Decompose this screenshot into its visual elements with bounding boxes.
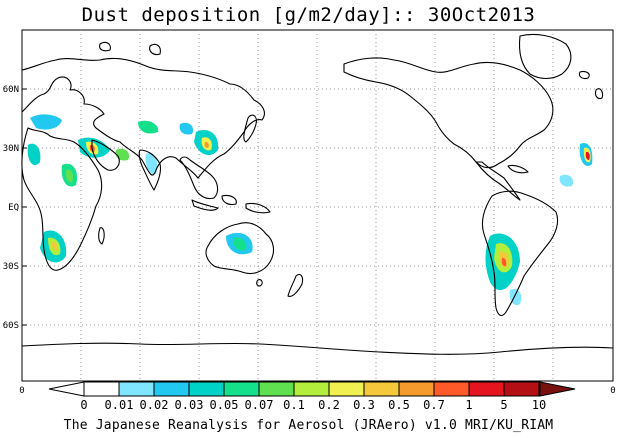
coast-greenland (518, 33, 572, 80)
dust-patch-india (145, 153, 158, 175)
colorbar-label: 0.1 (283, 398, 305, 412)
gridlines (22, 30, 613, 381)
coast-africa (21, 127, 103, 271)
coast-madagascar (98, 227, 105, 245)
dust-shading (27, 114, 593, 306)
coast-indonesia-1 (191, 199, 219, 211)
dust-patch-australia-core (233, 237, 247, 251)
coast-new-guinea (245, 202, 271, 214)
coast-north-america (343, 57, 554, 169)
dust-patch-west-africa (27, 143, 41, 166)
colorbar-bin-0.07-0.1 (258, 381, 295, 397)
coast-japan (243, 114, 257, 143)
colorbar-arrow-low (48, 381, 85, 397)
coast-novaya-zemlya (149, 43, 161, 56)
lon-label-left: 0 (19, 386, 24, 396)
colorbar-label: 0.02 (140, 398, 169, 412)
lon-label-right: 0 (610, 386, 615, 396)
lat-label-30s: 30S (3, 262, 19, 272)
dust-patch-central-america-hot (585, 151, 590, 160)
colorbar-bin-1-5 (468, 381, 505, 397)
coast-india (138, 149, 162, 191)
lat-label-eq: EQ (8, 203, 19, 213)
colorbar-bin-0.03-0.05 (188, 381, 225, 397)
colorbar-bin-0.01-0.02 (118, 381, 155, 397)
dust-patch-argentina-hot (501, 257, 507, 267)
map-title: Dust deposition [g/m2/day]:: 30Oct2013 (81, 4, 536, 26)
colorbar-label: 0.03 (175, 398, 204, 412)
coastlines (21, 33, 614, 355)
coast-central-america (475, 161, 521, 201)
colorbar-bin-0.5-0.7 (398, 381, 435, 397)
colorbar-label: 0.5 (388, 398, 410, 412)
colorbar-label: 0.05 (210, 398, 239, 412)
colorbar-bin-0.2-0.3 (328, 381, 365, 397)
coast-australia (205, 222, 275, 275)
left-ticks (22, 88, 27, 326)
colorbar-label: 0 (80, 398, 87, 412)
dust-patch-central-asia (138, 120, 159, 134)
colorbar: 0 0.01 0.02 0.03 0.05 0.07 0.1 0.2 0.3 0.5 0.7 1 5 10 (48, 381, 576, 412)
colorbar-arrow-high (539, 381, 576, 397)
coast-se-asia (179, 156, 219, 200)
colorbar-bin-0.1-0.2 (293, 381, 330, 397)
colorbar-label: 1 (465, 398, 472, 412)
coast-south-america (481, 190, 559, 317)
colorbar-bin-0-0.01 (83, 381, 120, 397)
dust-patch-sahel-core (65, 169, 74, 183)
colorbar-label: 5 (500, 398, 507, 412)
coast-uk (594, 88, 604, 100)
lat-label-60s: 60S (3, 321, 19, 331)
dust-patch-persia (115, 148, 130, 161)
colorbar-bin-0.05-0.07 (223, 381, 260, 397)
colorbar-label: 0.07 (245, 398, 274, 412)
coast-eurasia-africa (21, 57, 265, 179)
lat-label-60n: 60N (3, 85, 19, 95)
lat-label-30n: 30N (3, 144, 19, 154)
colorbar-label: 0.2 (318, 398, 340, 412)
coast-arabia (91, 139, 120, 171)
colorbar-bin-0.02-0.03 (153, 381, 190, 397)
colorbar-bin-0.7-1 (433, 381, 470, 397)
coast-antarctica (21, 342, 614, 355)
colorbar-label: 0.01 (105, 398, 134, 412)
colorbar-label: 0.3 (353, 398, 375, 412)
footer-credit: The Japanese Reanalysis for Aerosol (JRA… (63, 418, 554, 433)
colorbar-bin-0.3-0.5 (363, 381, 400, 397)
coast-svalbard (99, 41, 111, 52)
coast-indonesia-2 (221, 194, 237, 206)
colorbar-label: 0.7 (423, 398, 445, 412)
dust-patch-kalahari-core (51, 241, 58, 251)
colorbar-label: 10 (532, 398, 546, 412)
colorbar-bin-5-10 (503, 381, 540, 397)
dust-patch-china-hot (204, 141, 209, 148)
dust-patch-caribbean (559, 174, 574, 187)
coast-iceland (578, 70, 590, 80)
coast-new-zealand (287, 273, 304, 297)
dust-patch-sahara (30, 114, 62, 130)
coast-tasmania (256, 279, 263, 287)
coast-cuba (507, 164, 529, 174)
dust-patch-taklimakan (179, 122, 194, 135)
